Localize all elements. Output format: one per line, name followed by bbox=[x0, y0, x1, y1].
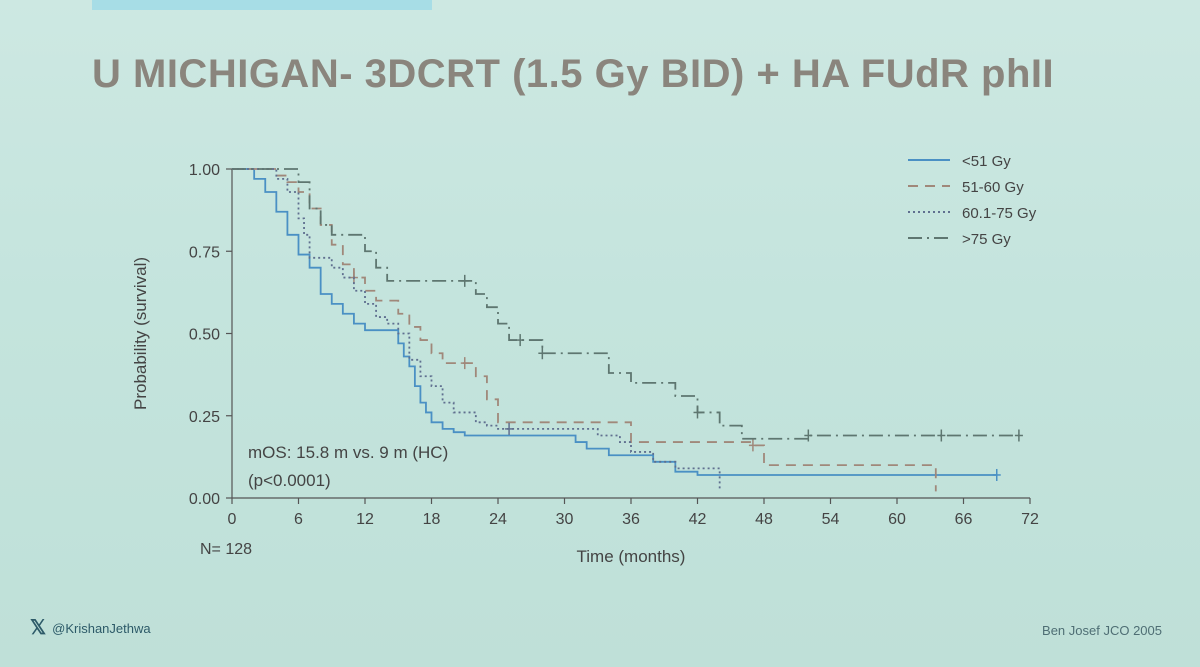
citation: Ben Josef JCO 2005 bbox=[1042, 623, 1162, 638]
legend-label-1: 51-60 Gy bbox=[962, 179, 1024, 196]
x-tick-label: 60 bbox=[888, 511, 906, 528]
y-tick-label: 1.00 bbox=[189, 162, 220, 179]
x-tick-label: 12 bbox=[356, 511, 374, 528]
y-tick-label: 0.00 bbox=[189, 491, 220, 508]
y-tick-label: 0.25 bbox=[189, 409, 220, 426]
x-tick-label: 0 bbox=[228, 511, 237, 528]
x-tick-label: 24 bbox=[489, 511, 507, 528]
p-value-annotation: (p<0.0001) bbox=[248, 471, 331, 490]
slide-title: U MICHIGAN- 3DCRT (1.5 Gy BID) + HA FUdR… bbox=[92, 52, 1055, 96]
social-handle[interactable]: 𝕏 @KrishanJethwa bbox=[30, 618, 151, 638]
legend-label-2: 60.1-75 Gy bbox=[962, 205, 1037, 222]
series-line-2 bbox=[232, 168, 721, 492]
legend-label-0: <51 Gy bbox=[962, 153, 1011, 170]
x-tick-label: 18 bbox=[423, 511, 441, 528]
x-tick-label: 72 bbox=[1021, 511, 1039, 528]
series-line-0 bbox=[232, 168, 997, 476]
x-axis-label: Time (months) bbox=[577, 547, 686, 566]
x-tick-label: 66 bbox=[955, 511, 973, 528]
x-tick-label: 30 bbox=[556, 511, 574, 528]
x-tick-label: 6 bbox=[294, 511, 303, 528]
chart-svg: 0.00 0.25 0.50 0.75 1.00 0 6 12 18 24 30 36 42 48 54 60… bbox=[131, 153, 1039, 566]
legend-label-3: >75 Gy bbox=[962, 231, 1011, 248]
x-logo-icon: 𝕏 bbox=[30, 617, 47, 639]
y-axis-label: Probability (survival) bbox=[131, 257, 150, 410]
mos-annotation: mOS: 15.8 m vs. 9 m (HC) bbox=[248, 443, 448, 462]
top-banner-bar bbox=[92, 0, 432, 10]
x-tick-label: 54 bbox=[822, 511, 840, 528]
y-tick-label: 0.50 bbox=[189, 327, 220, 344]
series-line-3 bbox=[232, 168, 1019, 440]
series-line-1 bbox=[232, 168, 937, 492]
y-tick-label: 0.75 bbox=[189, 244, 220, 261]
x-tick-label: 42 bbox=[689, 511, 707, 528]
x-tick-label: 48 bbox=[755, 511, 773, 528]
survival-chart: 0.00 0.25 0.50 0.75 1.00 0 6 12 18 24 30 36 42 48 54 60… bbox=[120, 120, 1080, 590]
n-annotation: N= 128 bbox=[200, 541, 252, 558]
x-tick-label: 36 bbox=[622, 511, 640, 528]
social-handle-text: @KrishanJethwa bbox=[52, 620, 151, 636]
